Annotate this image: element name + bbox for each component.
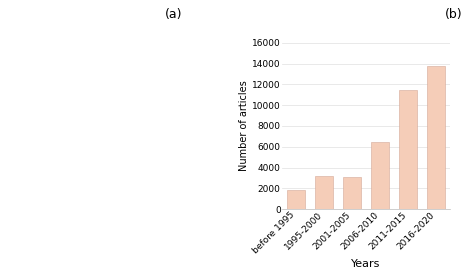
Bar: [371, 142, 389, 209]
Text: (a): (a): [164, 8, 182, 21]
Bar: [343, 177, 361, 209]
Bar: [427, 66, 446, 209]
Y-axis label: Number of articles: Number of articles: [239, 81, 249, 171]
Bar: [287, 190, 305, 209]
Text: (b): (b): [445, 8, 462, 21]
Bar: [315, 176, 333, 209]
X-axis label: Years: Years: [352, 259, 381, 268]
Bar: [399, 90, 417, 209]
